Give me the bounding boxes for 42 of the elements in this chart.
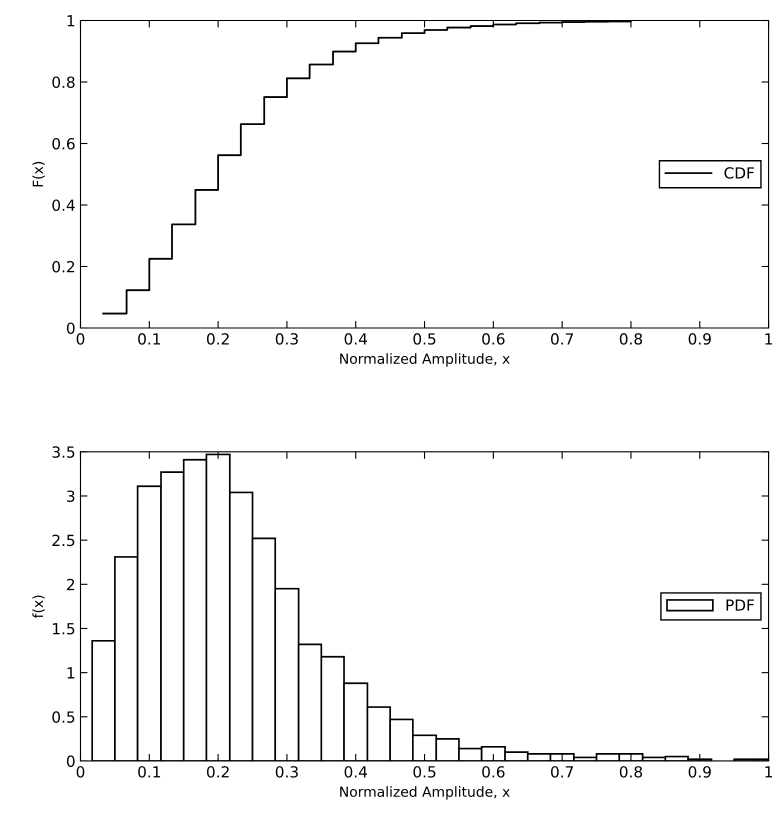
y-tick-label: 1 xyxy=(68,15,74,26)
y-tick-label: 0 xyxy=(66,322,75,334)
x-tick-label: 0.9 xyxy=(688,766,711,778)
x-tick-label: 1 xyxy=(765,766,772,778)
x-tick-label: 0.2 xyxy=(206,766,229,778)
x-tick-label: 0.6 xyxy=(482,766,505,778)
y-tick-label: 0.2 xyxy=(52,260,74,273)
x-tick-label: 0.1 xyxy=(138,333,160,345)
y-tick-label: 2 xyxy=(67,578,74,590)
x-tick-label: 1 xyxy=(765,333,772,344)
x-axis-title: Normalized Amplitude, x xyxy=(340,786,510,800)
x-tick-label: 0 xyxy=(76,766,84,778)
y-axis-title: F(x) xyxy=(32,162,45,186)
x-tick-label: 0.7 xyxy=(551,766,573,778)
x-tick-label: 0 xyxy=(76,333,84,345)
x-tick-label: 0.6 xyxy=(482,333,505,345)
x-tick-label: 0.4 xyxy=(344,766,368,778)
y-tick-label: 3.5 xyxy=(52,446,74,458)
y-axis-title: f(x) xyxy=(32,596,45,618)
x-axis-title: Normalized Amplitude, x xyxy=(340,353,510,367)
x-tick-label: 0.7 xyxy=(551,333,573,345)
x-tick-label: 0.3 xyxy=(276,766,298,778)
y-tick-label: 3 xyxy=(67,490,74,502)
x-tick-label: 0.9 xyxy=(688,333,711,345)
x-tick-label: 0.1 xyxy=(138,766,160,778)
y-tick-label: 0 xyxy=(66,755,75,767)
legend-label: PDF xyxy=(726,599,754,611)
y-tick-label: 0.8 xyxy=(52,76,75,88)
x-tick-label: 0.8 xyxy=(620,766,642,778)
y-tick-label: 0.6 xyxy=(52,138,75,150)
legend-label: CDF xyxy=(724,167,754,179)
y-tick-label: 0.5 xyxy=(52,711,74,723)
x-tick-label: 0.2 xyxy=(206,333,229,345)
y-tick-label: 1.5 xyxy=(53,623,74,634)
x-tick-label: 0.5 xyxy=(413,333,436,345)
x-tick-label: 0.3 xyxy=(276,333,298,345)
x-tick-label: 0.4 xyxy=(344,333,368,345)
y-tick-label: 2.5 xyxy=(52,534,74,546)
y-tick-label: 0.4 xyxy=(52,199,75,212)
x-tick-label: 0.8 xyxy=(620,333,642,345)
x-tick-label: 0.5 xyxy=(413,766,436,778)
y-tick-label: 1 xyxy=(68,667,74,678)
